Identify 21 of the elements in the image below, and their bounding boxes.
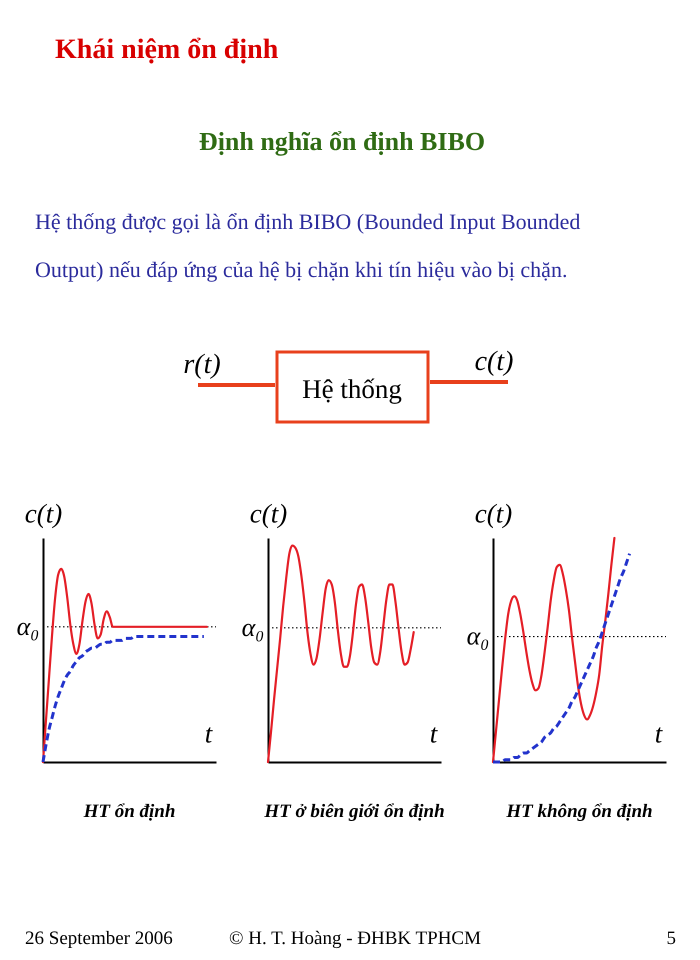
text: HT ở biên giới ổn định xyxy=(263,801,445,822)
text: Hệ thống được gọi là ổn định BIBO (Bounded Input Bounded Output) nếu đáp ứng của hệ bị chặn khi tín hiệu vào bị chặn. xyxy=(35,209,580,282)
y-axis-title: c(t) xyxy=(250,498,288,528)
x-axis-title: t xyxy=(430,718,439,748)
text: Định nghĩa ổn định BIBO xyxy=(198,127,486,156)
text: HT ổn định xyxy=(82,801,176,822)
ref-line-label: α₀ xyxy=(16,612,40,641)
text: © H. T. Hoàng - ĐHBK TPHCM xyxy=(229,928,482,949)
x-axis-title: t xyxy=(204,718,214,748)
text: Khái niệm ổn định xyxy=(55,34,279,65)
text: HT không ổn định xyxy=(505,801,653,822)
y-axis-title: c(t) xyxy=(474,498,512,528)
text: 5 xyxy=(666,928,676,949)
ref-line-label: α₀ xyxy=(466,622,490,651)
y-axis-title: c(t) xyxy=(24,498,62,528)
ref-line-label: α₀ xyxy=(242,612,264,642)
text: Hệ thống xyxy=(302,374,402,404)
x-axis-title: t xyxy=(654,718,664,748)
text: 26 September 2006 xyxy=(25,928,173,949)
text: c(t) xyxy=(474,346,514,377)
text: r(t) xyxy=(183,349,221,380)
